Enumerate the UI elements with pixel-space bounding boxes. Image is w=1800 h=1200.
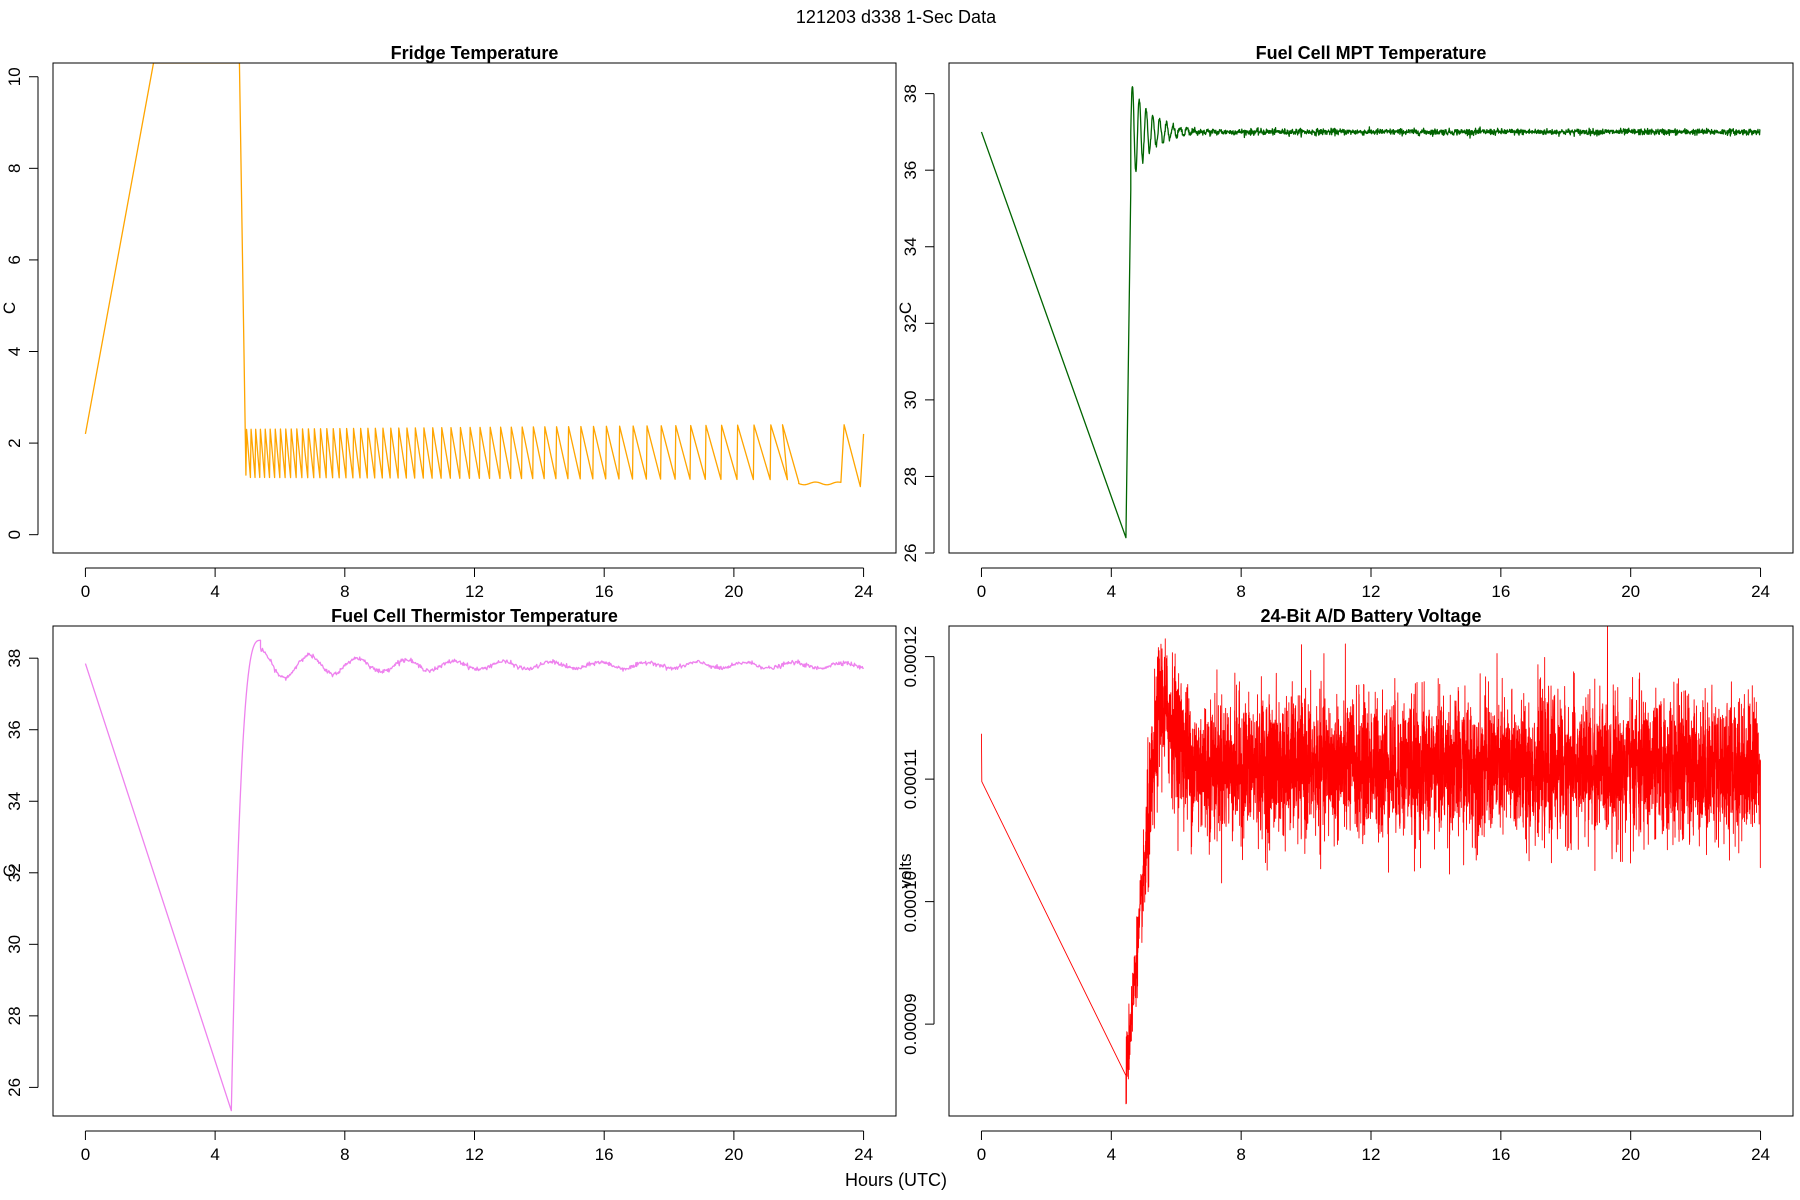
y-tick-label: 0.00012: [901, 626, 920, 687]
figure-title: 121203 d338 1-Sec Data: [796, 7, 997, 27]
y-tick-label: 30: [901, 390, 920, 409]
x-tick-label: 0: [81, 582, 90, 601]
y-tick-label: 28: [901, 467, 920, 486]
panel-title: Fridge Temperature: [391, 43, 559, 63]
x-tick-label: 24: [1751, 582, 1770, 601]
x-tick-label: 24: [854, 1145, 873, 1164]
y-tick-label: 6: [5, 255, 24, 264]
x-tick-label: 4: [210, 1145, 219, 1164]
y-tick-label: 36: [5, 720, 24, 739]
y-tick-label: 38: [5, 649, 24, 668]
x-tick-label: 20: [1621, 1145, 1640, 1164]
panel-4: 24-Bit A/D Battery Voltage 0 4 8 12 16 20 24 0.0…: [896, 606, 1794, 1164]
y-tick-label: 4: [5, 347, 24, 356]
x-tick-label: 12: [1362, 1145, 1381, 1164]
panel-3: Fuel Cell Thermistor Temperature 0 4 8 12 16 2…: [0, 606, 897, 1164]
x-tick-label: 16: [595, 582, 614, 601]
plot-frame: [948, 62, 1794, 554]
x-tick-label: 12: [465, 582, 484, 601]
x-tick-label: 24: [1751, 1145, 1770, 1164]
panel-title: Fuel Cell MPT Temperature: [1256, 43, 1487, 63]
x-tick-label: 0: [977, 582, 986, 601]
y-tick-label: 32: [901, 314, 920, 333]
series-line: [84, 63, 865, 488]
y-tick-label: 28: [5, 1006, 24, 1025]
x-tick-label: 4: [1107, 1145, 1116, 1164]
x-tick-label: 8: [1236, 1145, 1245, 1164]
y-tick-label: 34: [901, 237, 920, 256]
x-tick-label: 16: [1491, 582, 1510, 601]
series-line: [981, 626, 1761, 1105]
x-tick-label: 0: [977, 1145, 986, 1164]
y-tick-label: 0: [5, 530, 24, 539]
y-tick-label: 36: [901, 161, 920, 180]
x-tick-label: 20: [724, 1145, 743, 1164]
x-tick-label: 8: [340, 1145, 349, 1164]
y-axis-label: volts: [896, 854, 915, 889]
series-line: [980, 86, 1761, 539]
y-tick-label: 0.00009: [901, 993, 920, 1054]
plot-frame: [52, 62, 897, 554]
plot-frame: [948, 625, 1794, 1117]
series-line: [84, 639, 865, 1112]
x-tick-label: 20: [724, 582, 743, 601]
x-tick-label: 12: [465, 1145, 484, 1164]
panel-title: Fuel Cell Thermistor Temperature: [331, 606, 618, 626]
x-tick-label: 16: [595, 1145, 614, 1164]
x-tick-label: 20: [1621, 582, 1640, 601]
y-tick-label: 0.00010: [901, 871, 920, 932]
y-tick-label: 26: [901, 544, 920, 563]
y-tick-label: 2: [5, 438, 24, 447]
x-tick-label: 8: [1236, 582, 1245, 601]
panel-2: Fuel Cell MPT Temperature 0 4 8 12 16 20 24 26 28…: [896, 43, 1794, 601]
y-tick-label: 0.00011: [901, 749, 920, 809]
x-tick-label: 4: [210, 582, 219, 601]
x-tick-label: 0: [81, 1145, 90, 1164]
x-tick-label: 24: [854, 582, 873, 601]
y-tick-label: 38: [901, 84, 920, 103]
y-axis-label: C: [0, 865, 19, 877]
x-tick-label: 8: [340, 582, 349, 601]
y-tick-label: 26: [5, 1078, 24, 1097]
panel-title: 24-Bit A/D Battery Voltage: [1260, 606, 1481, 626]
y-tick-label: 8: [5, 164, 24, 173]
figure-x-axis-label: Hours (UTC): [845, 1170, 947, 1190]
x-tick-label: 16: [1491, 1145, 1510, 1164]
x-tick-label: 4: [1107, 582, 1116, 601]
y-axis-label: C: [896, 302, 915, 314]
plot-frame: [52, 625, 897, 1117]
x-tick-label: 12: [1362, 582, 1381, 601]
y-axis-label: C: [0, 302, 19, 314]
y-tick-label: 10: [5, 67, 24, 86]
y-tick-label: 34: [5, 792, 24, 811]
y-tick-label: 32: [5, 863, 24, 882]
y-tick-label: 30: [5, 935, 24, 954]
